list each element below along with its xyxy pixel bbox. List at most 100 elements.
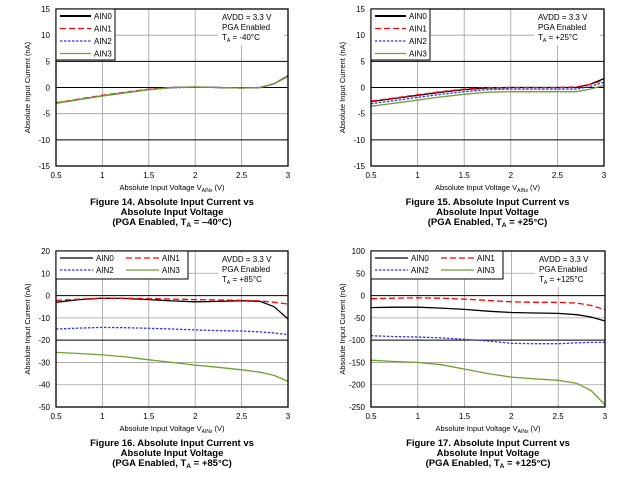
legend-label-ain0: AIN0 — [411, 254, 429, 263]
figure-caption-line1: Figure 14. Absolute Input Current vs — [90, 197, 254, 208]
series-line-ain2 — [370, 335, 605, 345]
x-tick-label: 0.5 — [50, 412, 62, 421]
x-tick-label: 0.5 — [50, 171, 62, 180]
chart-figure-15: -15 -10 -5 0 5 10 15 0.5 1 1.5 2 2.5 3 Absolute Input… — [338, 5, 607, 229]
y-tick-label: -10 — [38, 136, 50, 145]
condition-pga: PGA Enabled — [538, 23, 586, 32]
x-tick-label: 2.5 — [236, 171, 248, 180]
x-tick-label: 2.5 — [553, 412, 565, 421]
x-tick-label: 3 — [286, 412, 291, 421]
figure-caption-line3: (PGA Enabled, TA = +25°C) — [428, 217, 548, 229]
x-tick-label: 1 — [415, 171, 420, 180]
figure-caption-line1: Figure 15. Absolute Input Current vs — [406, 197, 570, 208]
y-tick-label: 15 — [41, 5, 50, 14]
x-tick-label: 1.5 — [459, 171, 471, 180]
legend-label-ain3: AIN3 — [94, 50, 112, 59]
condition-avdd: AVDD = 3.3 V — [222, 255, 272, 264]
condition-avdd: AVDD = 3.3 V — [222, 13, 272, 22]
legend-label-ain1: AIN1 — [162, 254, 180, 263]
x-tick-label: 1 — [100, 171, 105, 180]
x-tick-label: 2 — [509, 412, 514, 421]
legend-box — [370, 8, 431, 61]
legend-label-ain2: AIN2 — [94, 37, 112, 46]
y-tick-label: 20 — [41, 247, 50, 256]
y-axis-label: Absolute Input Current (nA) — [338, 283, 347, 375]
chart-figure-14: -15 -10 -5 0 5 10 15 0.5 1 1.5 2 2.5 3 Absolute Input… — [23, 5, 291, 229]
legend-label-ain1: AIN1 — [94, 25, 112, 34]
legend-label-ain0: AIN0 — [94, 12, 112, 21]
y-tick-label: -100 — [349, 336, 366, 345]
condition-temperature: TA = +85°C — [222, 275, 262, 286]
series-line-ain0 — [370, 306, 606, 322]
x-axis-label: Absolute Input Voltage VAINx (V) — [119, 183, 225, 194]
x-tick-label: 3 — [286, 171, 291, 180]
y-tick-label: 10 — [41, 31, 50, 40]
y-tick-label: 50 — [356, 269, 365, 278]
y-tick-label: 0 — [361, 292, 366, 301]
y-tick-label: -200 — [349, 381, 366, 390]
x-tick-label: 1.5 — [143, 412, 155, 421]
y-tick-label: -15 — [38, 162, 50, 171]
series-line-ain1 — [370, 297, 606, 311]
y-tick-label: -10 — [38, 314, 50, 323]
x-tick-label: 1.5 — [459, 412, 471, 421]
y-tick-label: 5 — [46, 57, 51, 66]
y-tick-label: -50 — [38, 403, 50, 412]
y-tick-label: -5 — [43, 110, 51, 119]
legend-label-ain3: AIN3 — [409, 50, 427, 59]
condition-pga: PGA Enabled — [222, 23, 270, 32]
legend: AIN0 AIN1 AIN2 AIN3 — [55, 250, 189, 280]
legend: AIN0 AIN1 AIN2 AIN3 — [370, 250, 504, 280]
conditions-bg — [218, 253, 284, 287]
series-line-ain3 — [55, 75, 289, 104]
plot-frame — [370, 8, 605, 167]
legend: AIN0 AIN1 AIN2 AIN3 — [55, 8, 116, 61]
legend-box — [55, 8, 116, 61]
y-tick-label: 10 — [356, 31, 365, 40]
chart-figure-17: -250 -200 -150 -100 -50 0 50 100 0.5 1 1.5 2 2.5 3 Abs… — [338, 247, 608, 470]
x-tick-label: 1.5 — [143, 171, 155, 180]
conditions-bg — [218, 11, 284, 45]
series-line-ain3 — [55, 351, 289, 382]
x-tick-label: 3 — [602, 171, 607, 180]
figure-caption-line2: Absolute Input Voltage — [121, 448, 224, 459]
figure-caption-line3: (PGA Enabled, TA = –40°C) — [112, 217, 231, 229]
legend-label-ain2: AIN2 — [96, 266, 114, 275]
y-tick-label: -10 — [353, 136, 365, 145]
y-tick-label: -30 — [38, 358, 50, 367]
x-tick-label: 2 — [193, 171, 198, 180]
legend: AIN0 AIN1 AIN2 AIN3 — [370, 8, 431, 61]
series-line-ain3 — [370, 359, 606, 406]
chart-figure-16: -50 -40 -30 -20 -10 0 10 20 0.5 1 1.5 2 2.5 3 Absolute… — [23, 247, 291, 470]
x-tick-label: 2.5 — [552, 171, 564, 180]
legend-label-ain3: AIN3 — [477, 266, 495, 275]
condition-avdd: AVDD = 3.3 V — [539, 255, 589, 264]
y-tick-label: -250 — [349, 403, 366, 412]
y-tick-label: -5 — [358, 110, 366, 119]
legend-box — [370, 250, 504, 280]
figure-caption-line3: (PGA Enabled, TA = +125°C) — [426, 458, 551, 470]
series-line-ain0 — [55, 297, 289, 320]
y-tick-label: -20 — [38, 336, 50, 345]
x-tick-label: 1 — [416, 412, 421, 421]
conditions-bg — [534, 11, 600, 45]
x-tick-label: 0.5 — [365, 412, 377, 421]
y-tick-label: -50 — [353, 314, 365, 323]
y-tick-label: 5 — [361, 57, 366, 66]
legend-label-ain0: AIN0 — [409, 12, 427, 21]
legend-label-ain1: AIN1 — [409, 25, 427, 34]
y-tick-label: 0 — [46, 84, 51, 93]
figure-caption-line3: (PGA Enabled, TA = +85°C) — [112, 458, 232, 470]
x-tick-label: 1 — [100, 412, 105, 421]
x-tick-label: 2.5 — [236, 412, 248, 421]
condition-temperature: TA = +25°C — [538, 33, 578, 44]
series-line-ain3 — [370, 84, 605, 107]
series-line-ain1 — [370, 79, 605, 102]
y-tick-label: -40 — [38, 381, 50, 390]
legend-label-ain0: AIN0 — [96, 254, 114, 263]
y-tick-label: 100 — [352, 247, 366, 256]
condition-avdd: AVDD = 3.3 V — [538, 13, 588, 22]
